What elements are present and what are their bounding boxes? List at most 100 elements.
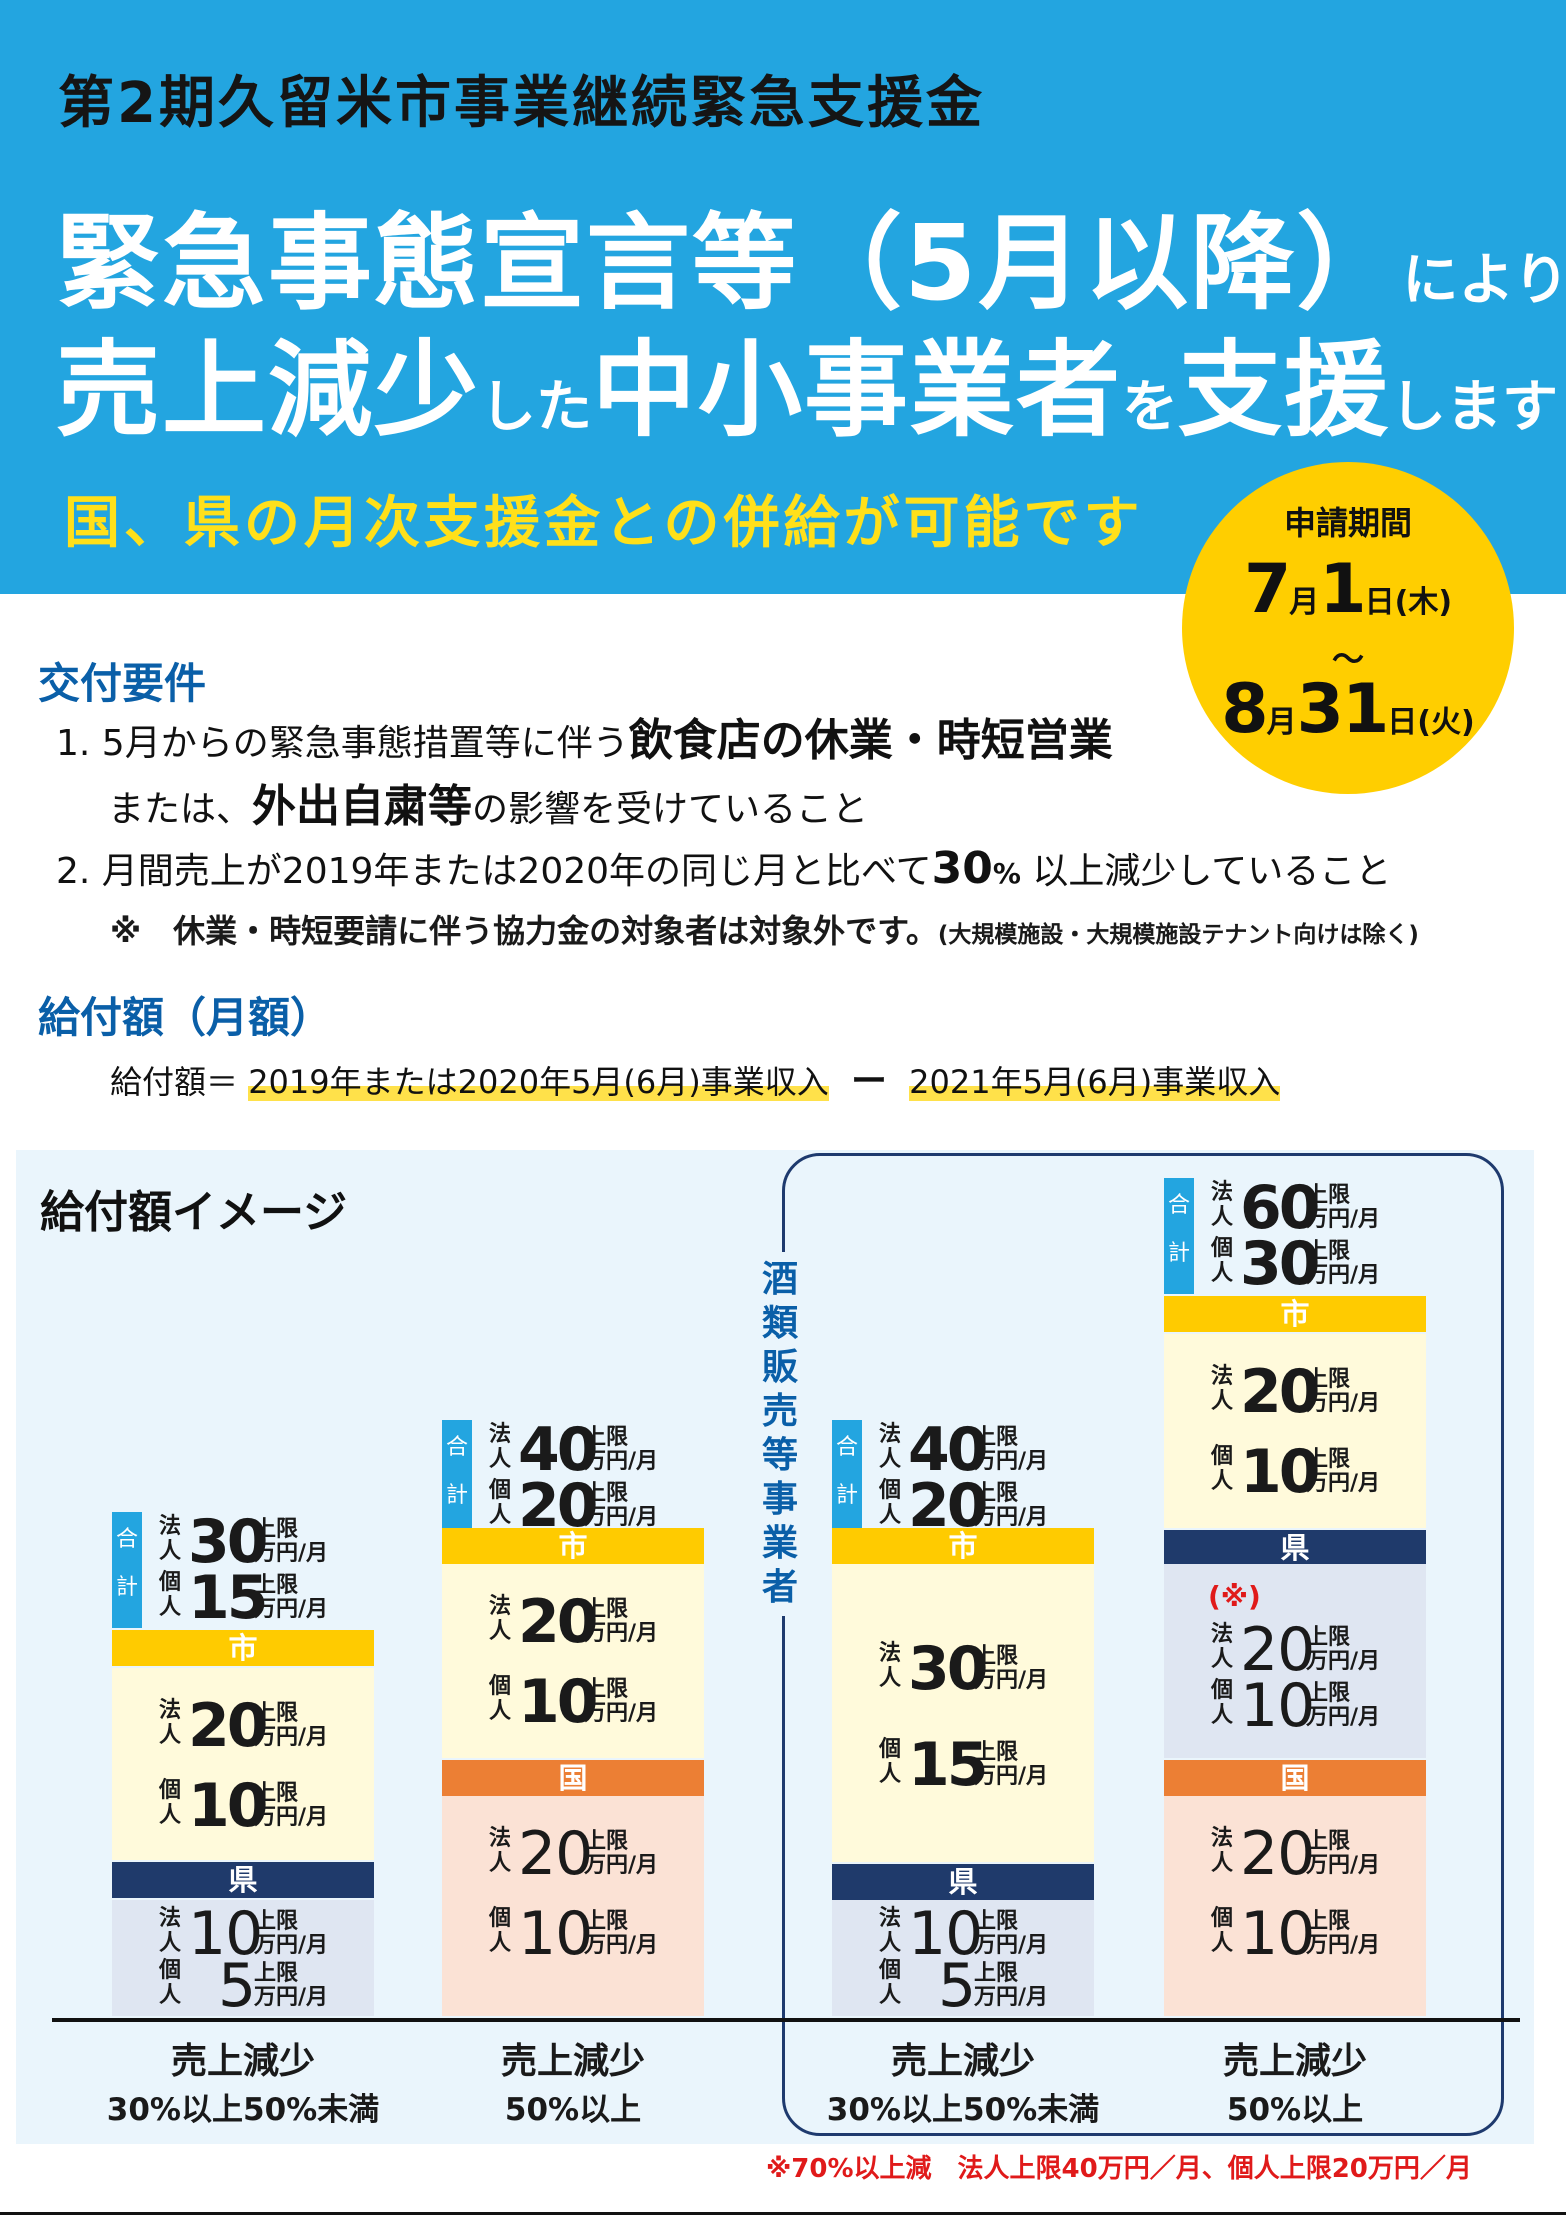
application-period-badge: 申請期間 7月1日(木) 〜 8月31日(火): [1182, 462, 1514, 794]
indiv-label: 個人: [488, 1674, 511, 1724]
city-strip: 市: [112, 1630, 374, 1666]
indiv-label: 個人: [158, 1958, 181, 2008]
amount-value: 10: [518, 1899, 593, 1969]
bottom-rule: [0, 2212, 1566, 2215]
cap-label: 上限: [584, 1481, 629, 1506]
city-amount-box: 法人 20 上限 万円/月 個人 10 上限 万円/月: [1164, 1334, 1426, 1528]
period-start: 7月1日(木): [1243, 550, 1453, 629]
amount-unit: 上限 万円/月: [584, 1910, 658, 1958]
amount-row: 個人 15 上限 万円/月: [832, 1730, 1094, 1800]
amount-unit: 上限 万円/月: [254, 1518, 328, 1566]
requirements-title: 交付要件: [38, 659, 207, 708]
unit-label: 万円/月: [1306, 1853, 1381, 1878]
nation-strip: 国: [442, 1760, 704, 1796]
total-label-char: 計: [835, 1483, 858, 1508]
amount-row: 個人 10 上限 万円/月: [112, 1771, 374, 1841]
amount-value: 20: [188, 1691, 268, 1761]
city-amount-box: 法人 20 上限 万円/月 個人 10 上限 万円/月: [442, 1564, 704, 1758]
total-label-char: 計: [115, 1575, 138, 1600]
unit-label: 万円/月: [1306, 1705, 1381, 1730]
corp-label: 法人: [158, 1514, 181, 1564]
amount-unit: 上限 万円/月: [974, 1741, 1048, 1789]
cap-label: 上限: [1306, 1447, 1351, 1472]
total-label: 合計: [1164, 1178, 1194, 1294]
unit-label: 万円/月: [974, 1764, 1049, 1789]
amount-unit: 上限 万円/月: [254, 1574, 328, 1622]
unit-label: 万円/月: [974, 1933, 1049, 1958]
nation-amount-box: 法人 20 上限 万円/月 個人 10 上限 万円/月: [442, 1796, 704, 2016]
column-caption: 売上減少 30%以上50%未満: [93, 2032, 393, 2129]
liquor-label-char: 売: [761, 1391, 798, 1432]
corp-label: 法人: [1210, 1622, 1233, 1672]
indiv-label: 個人: [878, 1958, 901, 2008]
cap-label: 上限: [974, 1644, 1019, 1669]
unit-label: 万円/月: [1306, 1649, 1381, 1674]
corp-label: 法人: [878, 1641, 901, 1691]
amount-value: 10: [1240, 1899, 1315, 1969]
amount-unit: 上限 万円/月: [1306, 1626, 1380, 1674]
amount-value: 20: [1240, 1819, 1315, 1889]
total-label: 合計: [112, 1512, 142, 1628]
amount-unit: 上限 万円/月: [1306, 1448, 1380, 1496]
amount-value: 20: [518, 1819, 593, 1889]
unit-label: 万円/月: [254, 1725, 329, 1750]
amount-row: 個人 5 上限 万円/月: [112, 1956, 374, 2016]
amount-value: 40: [518, 1415, 598, 1485]
caption-title: 売上減少: [890, 2041, 1035, 2082]
amount-unit: 上限 万円/月: [254, 1962, 328, 2010]
indiv-label: 個人: [1210, 1444, 1233, 1494]
amount-unit: 上限 万円/月: [974, 1645, 1048, 1693]
indiv-label: 個人: [878, 1478, 901, 1528]
amount-row: 法人 20 上限 万円/月: [1164, 1615, 1426, 1685]
corp-label: 法人: [488, 1422, 511, 1472]
pref-amount-box: (※) 法人 20 上限 万円/月 個人 10 上限 万円/月: [1164, 1564, 1426, 1758]
cap-label: 上限: [974, 1909, 1019, 1934]
cap-label: 上限: [254, 1573, 299, 1598]
corp-label: 法人: [488, 1826, 511, 1876]
amount-unit: 上限 万円/月: [974, 1426, 1048, 1474]
requirement-2: 2. 月間売上が2019年または2020年の同じ月と比べて30% 以上減少してい…: [56, 843, 1392, 894]
amount-value: 10: [188, 1771, 268, 1841]
city-amount-box: 法人 30 上限 万円/月個人 15 上限 万円/月: [832, 1564, 1094, 1862]
cap-label: 上限: [254, 1909, 299, 1934]
city-amount-box: 法人 20 上限 万円/月 個人 10 上限 万円/月: [112, 1668, 374, 1860]
cap-label: 上限: [254, 1701, 299, 1726]
amount-value: 20: [1240, 1615, 1315, 1685]
combination-note: 国、県の月次支援金との併給が可能です: [64, 491, 1144, 556]
unit-label: 万円/月: [1306, 1471, 1381, 1496]
requirement-1-cont: または、外出自粛等の影響を受けていること: [108, 781, 869, 832]
amount-value: 15: [908, 1730, 988, 1800]
indiv-label: 個人: [1210, 1236, 1233, 1286]
pref-amount-box: 法人 10 上限 万円/月 個人 5 上限 万円/月: [832, 1900, 1094, 2016]
amount-value: 15: [188, 1563, 268, 1633]
amount-row: 法人 30 上限 万円/月: [832, 1639, 1094, 1699]
liquor-label-char: 者: [761, 1567, 798, 1608]
amount-value: 10: [518, 1667, 598, 1737]
amount-row: 個人 5 上限 万円/月: [832, 1956, 1094, 2016]
cap-label: 上限: [1306, 1909, 1351, 1934]
unit-label: 万円/月: [584, 1701, 659, 1726]
unit-label: 万円/月: [254, 1805, 329, 1830]
amount-row: 法人 40 上限 万円/月: [832, 1420, 1094, 1480]
corp-label: 法人: [158, 1906, 181, 1956]
amount-row: 個人 15 上限 万円/月: [112, 1563, 374, 1633]
amount-row: 個人 10 上限 万円/月: [1164, 1442, 1426, 1502]
caption-range: 50%以上: [504, 2092, 642, 2128]
cap-label: 上限: [974, 1961, 1019, 1986]
amount-row: 法人 10 上限 万円/月: [832, 1904, 1094, 1964]
unit-label: 万円/月: [974, 1668, 1049, 1693]
indiv-label: 個人: [1210, 1906, 1233, 1956]
amount-unit: 上限 万円/月: [254, 1702, 328, 1750]
corp-label: 法人: [1210, 1180, 1233, 1230]
total-label: 合計: [442, 1420, 472, 1536]
corp-label: 法人: [1210, 1364, 1233, 1414]
unit-label: 万円/月: [974, 1505, 1049, 1530]
cap-label: 上限: [974, 1740, 1019, 1765]
corp-label: 法人: [1210, 1826, 1233, 1876]
amount-unit: 上限 万円/月: [1306, 1910, 1380, 1958]
liquor-label-char: 酒: [761, 1259, 798, 1300]
total-label-char: 計: [445, 1483, 468, 1508]
total-label: 合計: [832, 1420, 862, 1536]
indiv-label: 個人: [488, 1478, 511, 1528]
unit-label: 万円/月: [254, 1541, 329, 1566]
